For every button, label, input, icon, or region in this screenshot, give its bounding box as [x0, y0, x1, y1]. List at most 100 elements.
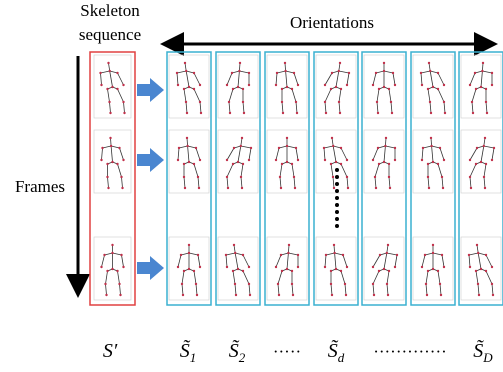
- joint: [286, 86, 288, 88]
- bone: [333, 146, 336, 162]
- joint: [186, 112, 188, 114]
- bone: [470, 164, 476, 177]
- joint: [188, 161, 190, 163]
- skeleton-label: sequence: [79, 25, 141, 44]
- bone: [280, 177, 281, 188]
- joint: [193, 72, 195, 74]
- bone: [470, 177, 471, 188]
- frames-label: Frames: [15, 177, 65, 196]
- joint: [386, 252, 388, 254]
- joint: [281, 88, 283, 90]
- joint: [333, 244, 335, 246]
- joint: [323, 147, 325, 149]
- bone: [387, 271, 389, 284]
- joint: [394, 159, 396, 161]
- joint: [428, 187, 430, 189]
- bone: [177, 71, 186, 73]
- joint: [426, 294, 428, 296]
- sequence-label: S̃1: [180, 339, 197, 365]
- joint: [330, 88, 332, 90]
- joint: [291, 88, 293, 90]
- bone: [423, 146, 432, 148]
- joint: [111, 86, 113, 88]
- joint: [375, 187, 377, 189]
- joint: [100, 159, 102, 161]
- skeleton: [218, 237, 258, 300]
- ellipsis-dot: [335, 196, 339, 200]
- joint: [482, 62, 484, 64]
- skeleton: [413, 237, 453, 300]
- joint: [491, 72, 493, 74]
- joint: [232, 163, 234, 165]
- bone: [194, 164, 198, 177]
- bone: [325, 73, 332, 85]
- bone: [376, 71, 384, 73]
- joint: [346, 84, 348, 86]
- joint: [439, 147, 441, 149]
- joint: [200, 112, 202, 114]
- bone: [198, 255, 200, 267]
- ellipsis-dot: [335, 168, 339, 172]
- joint: [346, 176, 348, 178]
- joint: [430, 137, 432, 139]
- joint: [275, 84, 277, 86]
- bone: [111, 138, 112, 146]
- bone: [333, 146, 341, 148]
- joint: [429, 101, 431, 103]
- joint: [339, 112, 341, 114]
- joint: [186, 145, 188, 147]
- bone: [478, 253, 481, 269]
- skeleton: [267, 130, 307, 193]
- joint: [185, 70, 187, 72]
- bone: [331, 164, 333, 177]
- bone: [234, 245, 235, 253]
- bone: [280, 164, 282, 177]
- joint: [440, 294, 442, 296]
- joint: [485, 88, 487, 90]
- bone: [484, 164, 486, 177]
- bone: [184, 177, 185, 188]
- joint: [471, 101, 473, 103]
- bone: [472, 102, 473, 113]
- bone: [341, 148, 347, 160]
- bone: [422, 148, 423, 160]
- joint: [183, 88, 185, 90]
- bone: [111, 146, 119, 148]
- joint: [291, 270, 293, 272]
- joint: [475, 270, 477, 272]
- bone: [186, 71, 194, 73]
- joint: [108, 101, 110, 103]
- bone: [196, 284, 197, 295]
- bone: [241, 177, 242, 188]
- bone: [235, 284, 236, 295]
- joint: [394, 266, 396, 268]
- joint: [116, 72, 118, 74]
- joint: [278, 147, 280, 149]
- bone: [120, 284, 121, 295]
- bone: [122, 177, 123, 188]
- joint: [427, 176, 429, 178]
- bone: [226, 253, 235, 255]
- figure: Skeleton sequence Orientations Frames S′…: [0, 0, 503, 372]
- joint: [184, 62, 186, 64]
- joint: [383, 70, 385, 72]
- joint: [344, 283, 346, 285]
- joint: [472, 112, 474, 114]
- skeleton: [169, 130, 209, 193]
- joint: [111, 252, 113, 254]
- joint: [335, 161, 337, 163]
- bone: [296, 102, 297, 113]
- joint: [105, 294, 107, 296]
- joint: [278, 294, 280, 296]
- bone: [484, 146, 494, 148]
- bone: [389, 89, 391, 102]
- joint: [197, 176, 199, 178]
- joint: [427, 163, 429, 165]
- joint: [107, 62, 109, 64]
- label-base: ·····: [273, 342, 301, 361]
- joint: [378, 88, 380, 90]
- joint: [226, 84, 228, 86]
- skeleton: [413, 130, 453, 193]
- joint: [234, 283, 236, 285]
- bone: [384, 146, 385, 162]
